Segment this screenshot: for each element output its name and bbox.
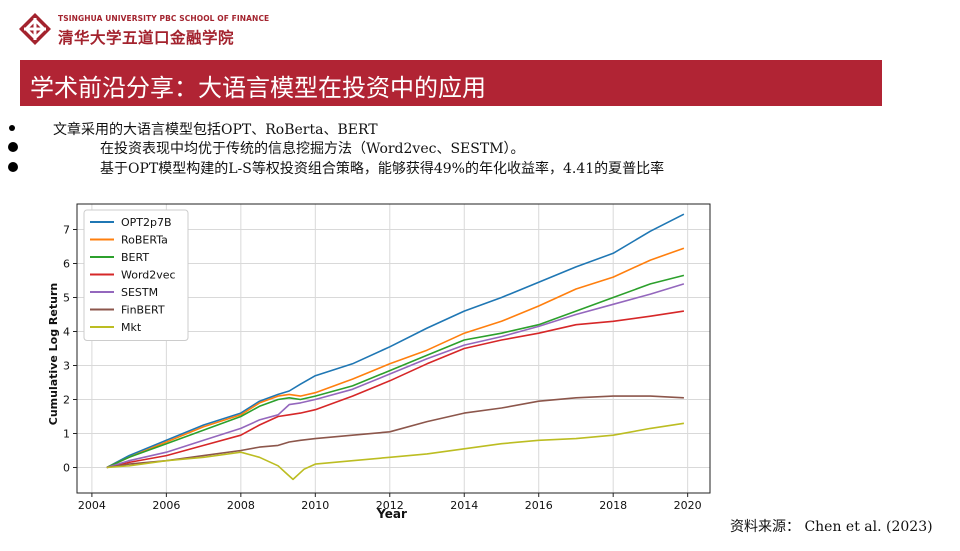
y-tick-label: 7 <box>63 224 70 237</box>
x-tick-label: 2004 <box>78 499 106 512</box>
y-tick-label: 4 <box>63 326 70 339</box>
x-tick-label: 2008 <box>227 499 255 512</box>
bullet-item: 在投资表现中均优于传统的信息挖掘方法（Word2vec、SESTM）。 <box>0 137 940 157</box>
bullet-dot-icon <box>8 162 18 172</box>
series-line-bert <box>106 274 685 469</box>
bullet-text: 基于OPT模型构建的L-S等权投资组合策略，能够获得49%的年化收益率，4.41… <box>100 161 665 177</box>
series-line-word2vec <box>106 310 685 469</box>
bullet-item: 基于OPT模型构建的L-S等权投资组合策略，能够获得49%的年化收益率，4.41… <box>0 157 940 177</box>
source-citation: 资料来源： Chen et al. (2023) <box>730 519 933 535</box>
x-tick-label: 2016 <box>525 499 553 512</box>
bullet-item: 文章采用的大语言模型包括OPT、RoBerta、BERT <box>0 118 940 138</box>
series-line-finbert <box>106 395 684 469</box>
y-axis-label: Cumulative Log Return <box>47 283 60 425</box>
series-line-roberta <box>106 247 685 469</box>
x-axis-label: Year <box>376 507 407 521</box>
slide-title-bar: 学术前沿分享：大语言模型在投资中的应用 <box>20 60 882 106</box>
school-emblem-icon <box>19 13 51 45</box>
x-tick-label: 2014 <box>450 499 478 512</box>
y-tick-label: 1 <box>63 428 70 441</box>
legend-label: OPT2p7B <box>121 216 172 229</box>
series-line-mkt <box>106 422 685 481</box>
bullet-dot-icon <box>8 142 18 152</box>
y-tick-label: 6 <box>63 258 70 271</box>
y-tick-label: 3 <box>63 360 70 373</box>
bullet-text: 在投资表现中均优于传统的信息挖掘方法（Word2vec、SESTM）。 <box>100 141 525 157</box>
x-tick-label: 2018 <box>599 499 627 512</box>
legend-label: BERT <box>121 251 149 264</box>
y-tick-label: 2 <box>63 394 70 407</box>
legend-label: SESTM <box>121 286 158 299</box>
legend-label: FinBERT <box>121 304 165 317</box>
legend-label: Mkt <box>121 321 142 334</box>
legend-box <box>83 209 189 341</box>
x-tick-label: 2012 <box>376 499 404 512</box>
series-line-opt2p7b <box>106 213 685 469</box>
bullet-text: 文章采用的大语言模型包括OPT、RoBerta、BERT <box>53 122 378 138</box>
slide-title: 学术前沿分享：大语言模型在投资中的应用 <box>30 74 486 102</box>
plot-frame <box>76 203 711 494</box>
x-tick-label: 2006 <box>152 499 180 512</box>
school-logo: TSINGHUA UNIVERSITY PBC SCHOOL OF FINANC… <box>18 12 278 52</box>
series-line-sestm <box>106 283 685 469</box>
legend-label: RoBERTa <box>121 234 168 247</box>
y-tick-label: 5 <box>63 292 70 305</box>
x-tick-label: 2010 <box>301 499 329 512</box>
cumulative-return-chart: Cumulative Log Return Year 2004 2006 2008 2… <box>47 203 711 521</box>
y-tick-label: 0 <box>63 462 70 475</box>
bullet-dot-icon <box>9 125 15 131</box>
legend-label: Word2vec <box>121 269 176 282</box>
school-name-cn: 清华大学五道口金融学院 <box>58 29 235 47</box>
school-name-en: TSINGHUA UNIVERSITY PBC SCHOOL OF FINANC… <box>58 14 270 23</box>
x-tick-label: 2020 <box>674 499 702 512</box>
